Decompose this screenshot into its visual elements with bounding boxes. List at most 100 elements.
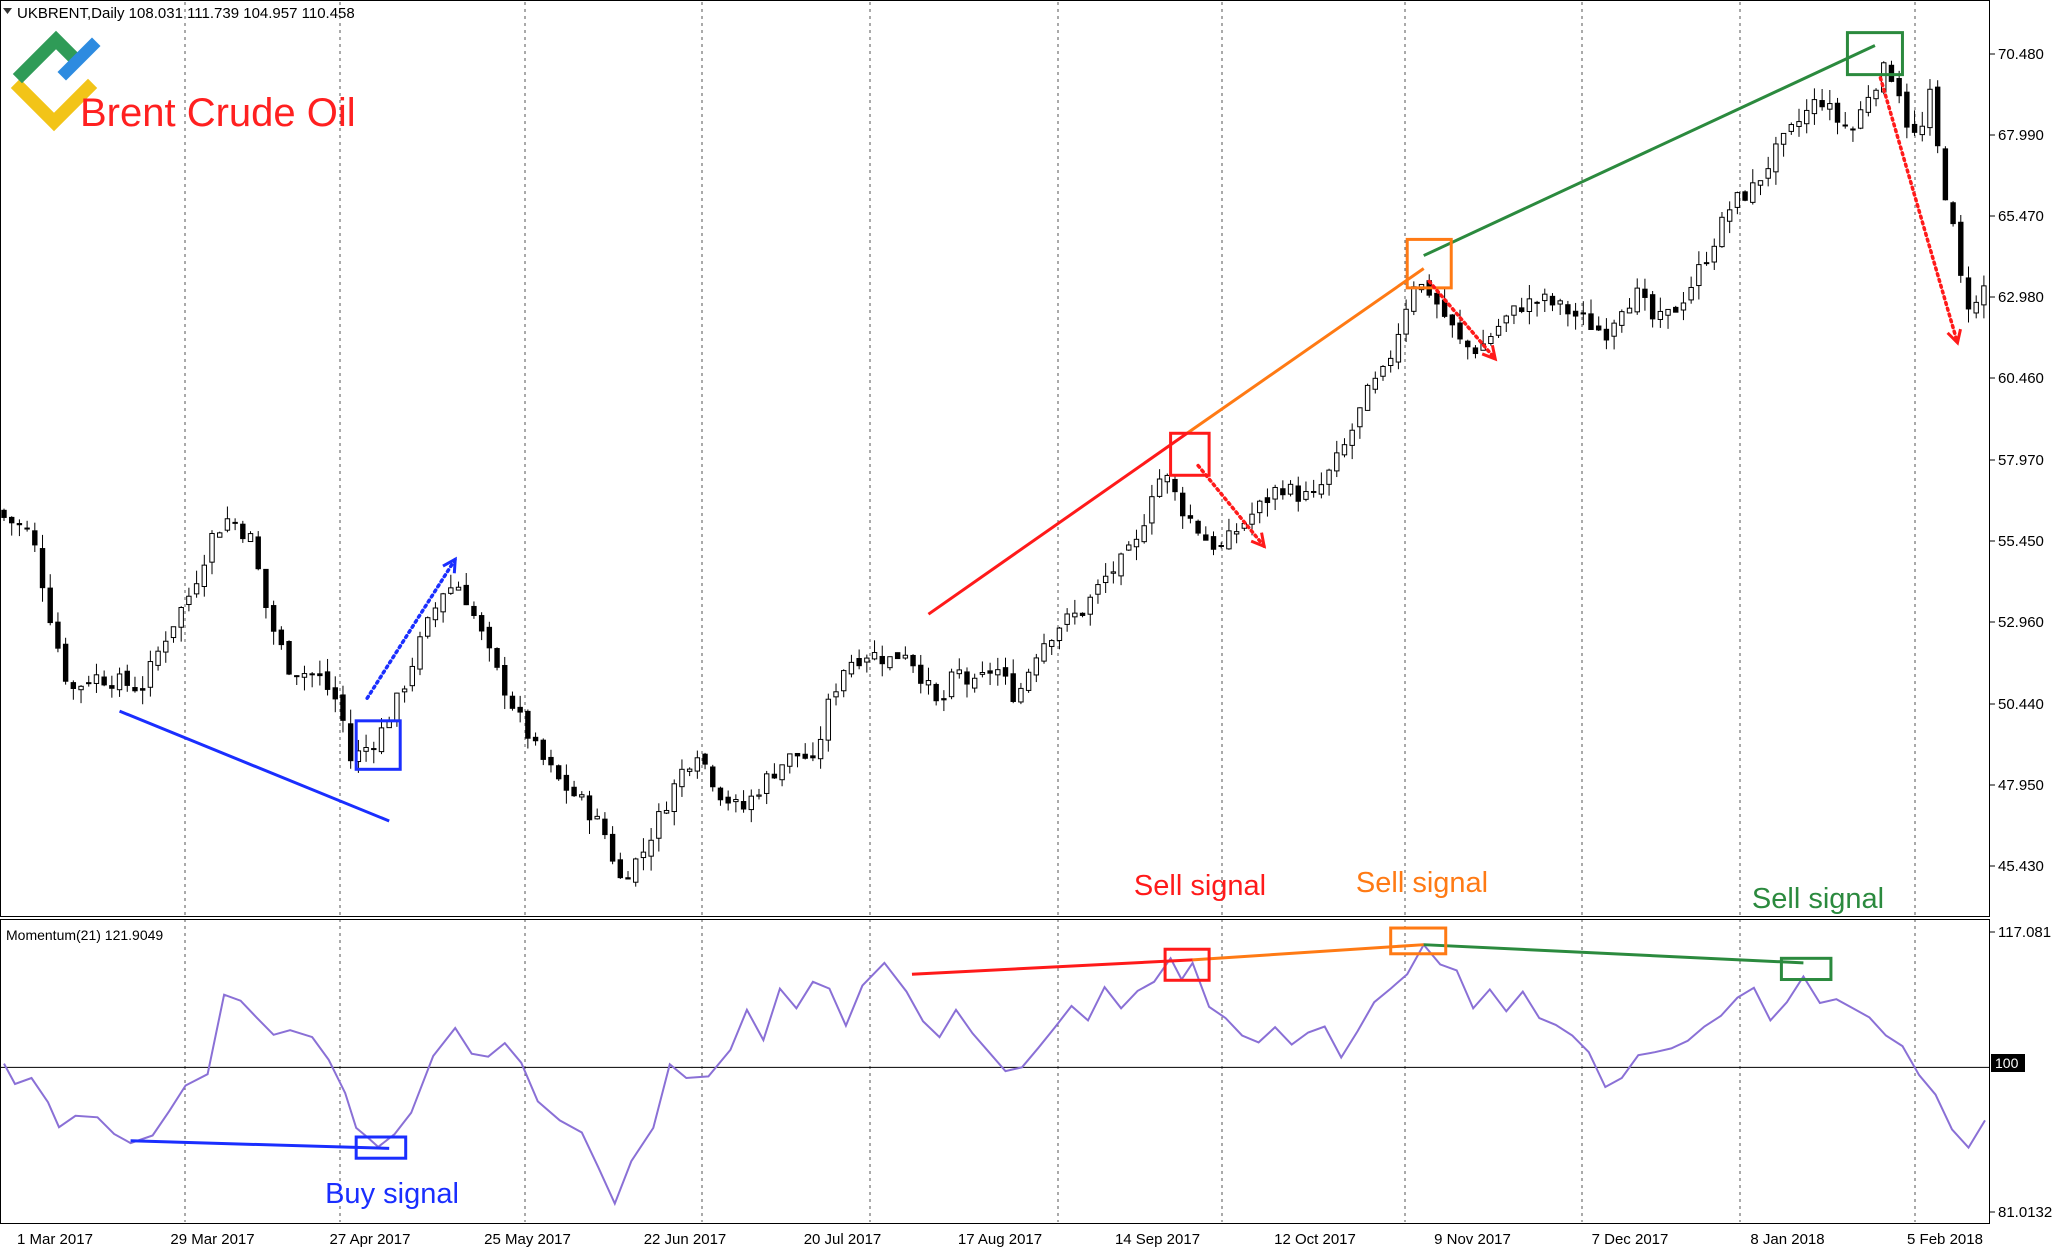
candle [463, 573, 469, 606]
candle-body [941, 698, 947, 701]
candle-body [1187, 515, 1194, 519]
candle-body [70, 682, 77, 689]
candle [502, 656, 508, 710]
candle-body [332, 687, 338, 700]
signal-annotation: Sell signal [1752, 883, 1884, 915]
candle-body [440, 593, 446, 613]
candle [1773, 136, 1779, 185]
candle [494, 647, 500, 671]
candle-body [1149, 496, 1155, 524]
candle-body [1172, 478, 1178, 493]
candle-body [1518, 307, 1525, 312]
candle-body [1649, 294, 1656, 320]
candle [1596, 316, 1602, 332]
candle-body [32, 530, 38, 546]
candle [278, 626, 285, 650]
candle [1834, 97, 1841, 135]
candle-body [286, 641, 292, 675]
candle-body [1434, 292, 1440, 305]
date-tick-label: 17 Aug 2017 [958, 1231, 1042, 1248]
candle-body [55, 621, 61, 649]
candle-body [1287, 483, 1294, 495]
candle-body [1156, 478, 1163, 497]
candle-body [1657, 310, 1664, 320]
candle [1680, 292, 1687, 321]
candle [602, 812, 608, 840]
candle-body [24, 527, 30, 530]
dropdown-triangle-icon[interactable] [3, 8, 12, 14]
candle-body [1495, 325, 1502, 336]
candle [317, 660, 323, 686]
candle [340, 685, 346, 733]
candle-body [1233, 531, 1240, 535]
candle [1025, 668, 1032, 693]
price-divergence-line [1423, 44, 1876, 257]
candle [1264, 488, 1271, 517]
candle [1218, 542, 1224, 549]
candle [1056, 626, 1063, 650]
date-tick-label: 22 Jun 2017 [644, 1231, 727, 1248]
candle [740, 790, 747, 813]
candle [548, 749, 554, 773]
candle [363, 734, 369, 762]
candle-body [1364, 384, 1371, 411]
candle-body [594, 815, 600, 820]
candle [702, 752, 708, 770]
reference-level-badge [1991, 1054, 2025, 1072]
candle [987, 662, 993, 686]
candle [294, 675, 300, 685]
candle [879, 645, 885, 677]
candle-body [825, 698, 832, 741]
date-tick-label: 9 Nov 2017 [1434, 1231, 1511, 1248]
candle-body [62, 643, 69, 682]
candle [417, 631, 423, 676]
candle-body [956, 669, 962, 675]
candle [1657, 297, 1664, 328]
candle-body [1110, 571, 1117, 574]
candle [725, 790, 731, 811]
candle [1603, 318, 1610, 350]
candle-body [1303, 491, 1309, 500]
candle [948, 668, 955, 700]
date-tick-label: 8 Jan 2018 [1750, 1231, 1824, 1248]
candle [1126, 541, 1132, 551]
candle [1018, 682, 1024, 705]
candle [1827, 89, 1833, 121]
candle [1642, 278, 1648, 311]
candle [1495, 318, 1502, 338]
candle [802, 743, 808, 760]
candle-body [841, 670, 847, 692]
candle-body [571, 786, 577, 797]
candle-body [201, 564, 208, 588]
candle-body [756, 794, 762, 797]
candle [32, 522, 38, 552]
candle-body [1179, 492, 1186, 517]
candle [1164, 473, 1170, 494]
candle [1388, 350, 1394, 373]
candle [1757, 180, 1764, 196]
candle [1565, 300, 1571, 327]
candle [471, 601, 477, 619]
candle-body [1750, 182, 1756, 203]
candle-body [263, 568, 269, 608]
price-divergence-line [927, 432, 1188, 616]
candle-body [224, 518, 231, 531]
candle [563, 764, 570, 804]
candle [748, 789, 754, 823]
momentum-signal-box [1779, 956, 1833, 982]
forecast-arrow-head [1946, 328, 1962, 346]
candle [1942, 146, 1949, 201]
candle [139, 676, 146, 705]
candle-body [1788, 124, 1795, 132]
candle-body [856, 658, 862, 667]
momentum-indicator-label: Momentum(21) 121.9049 [6, 927, 163, 943]
candle [101, 670, 107, 687]
candle [1904, 83, 1910, 139]
candle-body [910, 654, 916, 667]
candle [1726, 201, 1733, 234]
candle [486, 621, 493, 662]
candle-body [1411, 286, 1417, 312]
price-tick-label: 67.990 [1998, 127, 2044, 144]
candle [1233, 523, 1240, 544]
